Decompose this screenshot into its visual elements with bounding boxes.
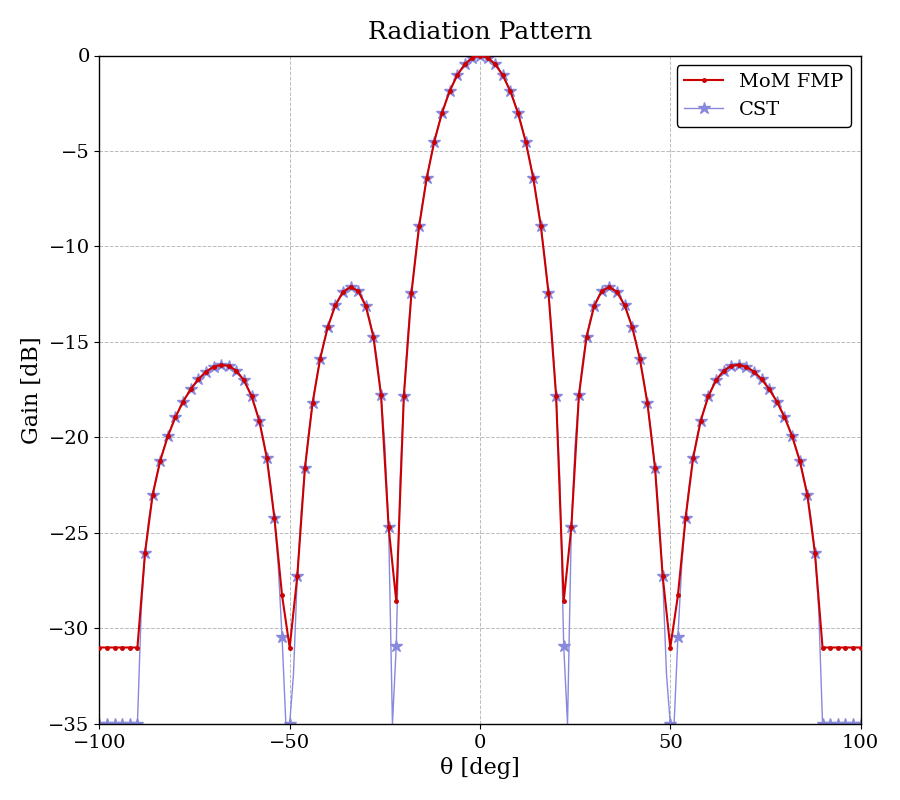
X-axis label: θ [deg]: θ [deg]: [440, 757, 520, 779]
MoM FMP: [855, 642, 866, 652]
CST: [414, 222, 425, 231]
MoM FMP: [148, 490, 158, 500]
MoM FMP: [284, 642, 295, 652]
MoM FMP: [94, 642, 104, 652]
CST: [94, 719, 104, 729]
CST: [474, 50, 485, 60]
Title: Radiation Pattern: Radiation Pattern: [368, 21, 592, 44]
MoM FMP: [474, 50, 485, 60]
CST: [372, 356, 382, 366]
MoM FMP: [672, 590, 683, 600]
CST: [163, 431, 174, 441]
Line: MoM FMP: MoM FMP: [96, 52, 864, 651]
CST: [508, 97, 519, 106]
MoM FMP: [558, 596, 569, 606]
Y-axis label: Gain [dB]: Gain [dB]: [21, 336, 43, 443]
CST: [795, 456, 806, 466]
MoM FMP: [444, 86, 454, 96]
CST: [855, 719, 866, 729]
CST: [98, 719, 109, 729]
MoM FMP: [634, 354, 645, 364]
Line: CST: CST: [93, 50, 867, 730]
Legend: MoM FMP, CST: MoM FMP, CST: [677, 66, 850, 126]
